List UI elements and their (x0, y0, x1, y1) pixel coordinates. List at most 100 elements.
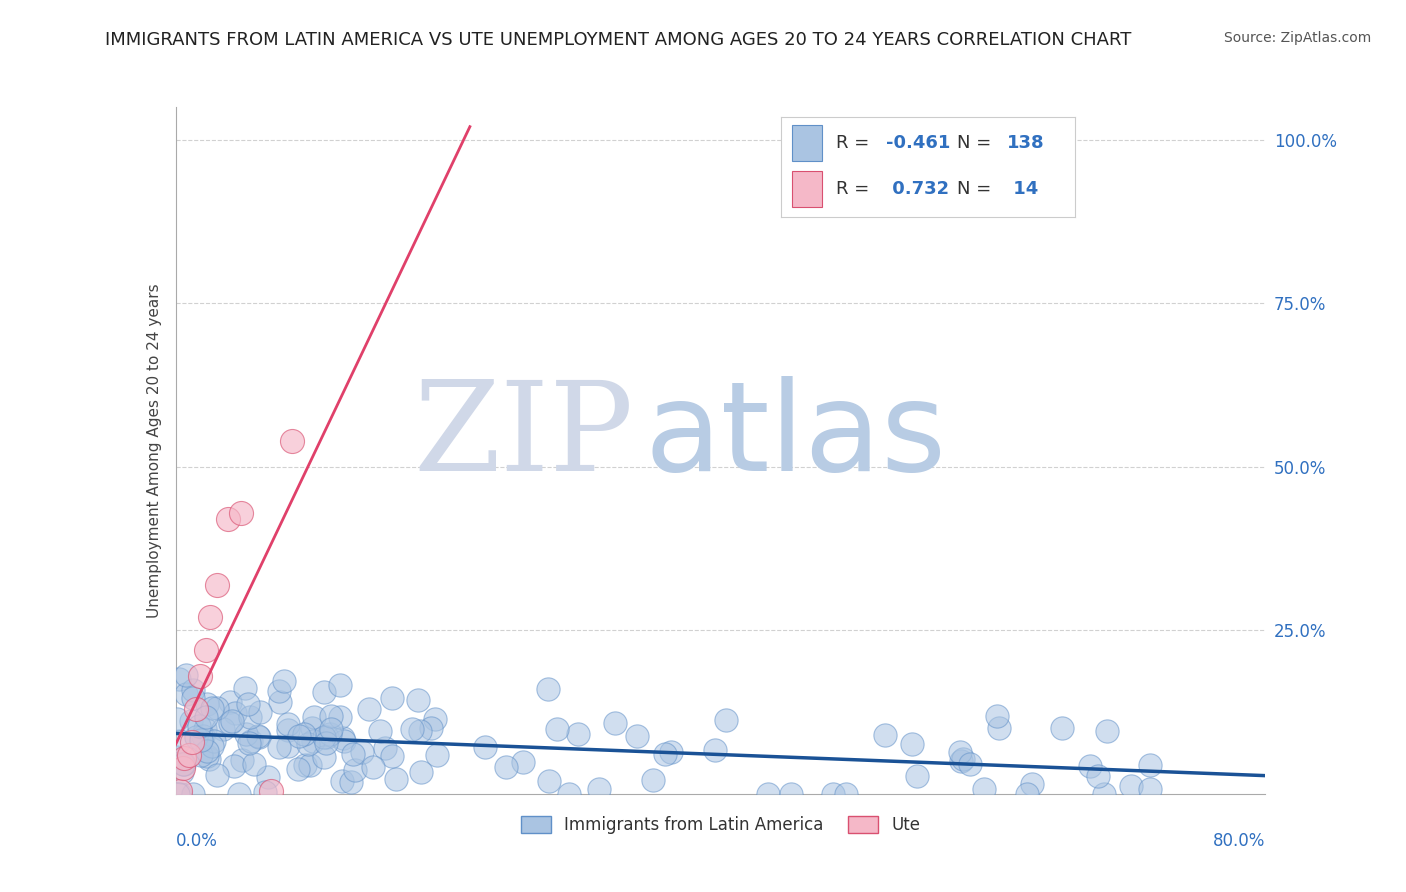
Point (301, 721, 323, 735)
Point (219, 695, 242, 709)
Point (198, 610, 221, 624)
Point (340, 775, 363, 789)
Point (239, 733, 262, 747)
Y-axis label: Unemployment Among Ages 20 to 24 years: Unemployment Among Ages 20 to 24 years (146, 283, 162, 618)
Point (195, 697, 218, 711)
Point (603, 716, 626, 731)
Point (174, 688, 197, 702)
Point (179, 747, 201, 762)
Point (756, 787, 779, 801)
Point (194, 723, 217, 737)
Point (408, 723, 430, 738)
Point (312, 731, 335, 745)
Point (952, 752, 974, 766)
Point (312, 750, 335, 764)
Point (294, 758, 316, 772)
Text: atlas: atlas (644, 376, 946, 497)
Point (273, 673, 295, 688)
Point (190, 747, 212, 762)
Point (641, 772, 664, 787)
Point (1087, 768, 1109, 782)
Text: 80.0%: 80.0% (1213, 831, 1265, 850)
Point (188, 719, 211, 733)
Point (1092, 787, 1115, 801)
Point (287, 729, 309, 743)
Point (188, 669, 211, 683)
Point (425, 713, 447, 727)
Point (714, 714, 737, 728)
Point (173, 757, 195, 772)
Point (247, 731, 270, 745)
Point (298, 757, 321, 772)
Point (173, 757, 195, 772)
Point (231, 506, 253, 520)
Point (167, 672, 190, 686)
Point (381, 691, 404, 706)
Point (228, 787, 250, 801)
Point (236, 697, 259, 711)
Point (406, 693, 429, 707)
Point (661, 745, 683, 759)
Point (294, 727, 316, 741)
Point (302, 710, 325, 724)
Text: ZIP: ZIP (413, 376, 633, 497)
Point (626, 729, 648, 743)
Point (959, 757, 981, 772)
Point (169, 783, 191, 797)
Point (181, 690, 204, 705)
Point (202, 733, 225, 747)
Point (235, 727, 257, 741)
Point (277, 717, 299, 731)
Point (1121, 779, 1143, 793)
Point (239, 709, 262, 723)
Point (385, 772, 408, 787)
Point (332, 731, 354, 745)
Point (537, 774, 560, 789)
Point (190, 732, 212, 747)
Point (166, 712, 188, 726)
Point (256, 770, 278, 784)
Point (205, 767, 228, 781)
Text: Source: ZipAtlas.com: Source: ZipAtlas.com (1223, 31, 1371, 45)
Point (205, 701, 228, 715)
Point (330, 774, 353, 789)
Point (950, 755, 973, 769)
Point (419, 721, 441, 735)
Point (260, 783, 283, 797)
Point (319, 727, 342, 741)
Point (233, 681, 256, 695)
Point (332, 734, 354, 748)
Point (1139, 782, 1161, 797)
Point (329, 678, 352, 692)
Point (219, 716, 242, 731)
Point (173, 751, 195, 765)
Point (302, 734, 325, 748)
Point (546, 723, 568, 737)
Point (180, 714, 202, 728)
Point (287, 762, 309, 776)
Point (823, 787, 845, 801)
Point (224, 758, 246, 772)
Point (201, 739, 224, 753)
Point (374, 740, 396, 755)
Point (224, 706, 246, 720)
Point (474, 739, 496, 754)
Point (537, 681, 560, 696)
Point (194, 643, 217, 657)
Point (873, 728, 896, 742)
Point (779, 787, 801, 801)
Point (277, 723, 299, 737)
Point (654, 747, 676, 761)
Point (361, 760, 384, 774)
Point (495, 760, 517, 774)
Point (409, 764, 432, 779)
Point (319, 722, 342, 736)
Point (181, 682, 204, 697)
Point (181, 734, 204, 748)
Point (174, 667, 197, 681)
Point (231, 753, 253, 767)
Point (193, 729, 215, 743)
Point (165, 750, 187, 764)
Point (221, 714, 243, 729)
Point (342, 747, 364, 762)
